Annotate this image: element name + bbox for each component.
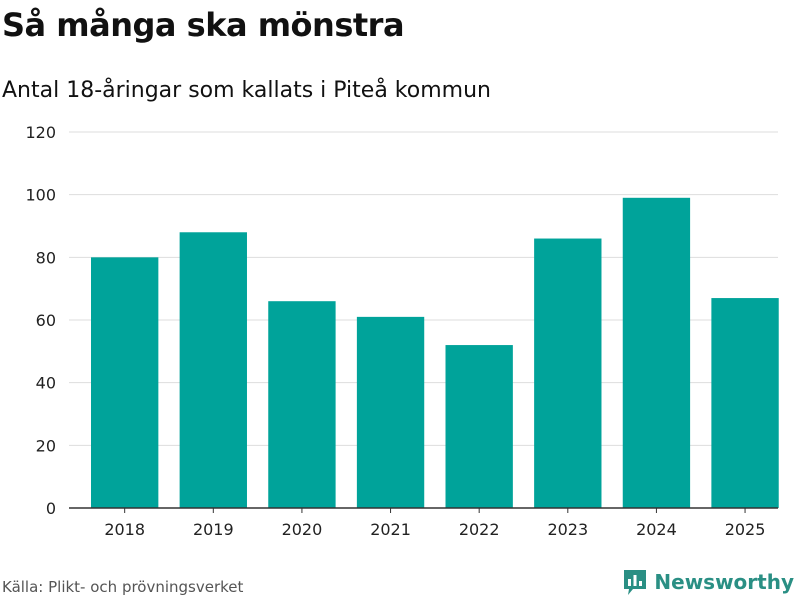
bars <box>91 197 779 509</box>
y-tick-label: 20 <box>36 436 56 455</box>
source-note: Källa: Plikt- och prövningsverket <box>2 578 244 596</box>
y-tick-label: 40 <box>36 374 56 393</box>
x-tick-label: 2024 <box>636 520 677 539</box>
y-tick-label: 60 <box>36 311 56 330</box>
x-axis-ticks: 2018 2019 2020 2021 2022 2023 2024 2025 <box>104 508 765 539</box>
y-tick-label: 120 <box>25 123 56 142</box>
x-tick-label: 2025 <box>725 520 766 539</box>
x-tick-label: 2019 <box>193 520 234 539</box>
x-tick-label: 2023 <box>547 520 588 539</box>
x-tick-label: 2022 <box>459 520 500 539</box>
x-tick-label: 2018 <box>104 520 145 539</box>
y-tick-label: 80 <box>36 248 56 267</box>
brand-logo: Newsworthy <box>622 567 794 597</box>
x-tick-label: 2021 <box>370 520 411 539</box>
bar-2022 <box>445 345 513 508</box>
brand-name: Newsworthy <box>654 570 794 594</box>
y-tick-label: 0 <box>46 499 56 518</box>
bar-2021 <box>356 316 425 508</box>
bar-2020 <box>268 301 336 508</box>
bar-2024 <box>622 197 691 509</box>
bar-2019 <box>179 232 247 508</box>
chart-title: Så många ska mönstra <box>2 6 405 44</box>
newsworthy-logo-icon <box>624 570 647 595</box>
y-tick-label: 100 <box>25 186 56 205</box>
y-axis-ticks: 0 20 40 60 80 100 120 <box>25 123 56 518</box>
bar-2023 <box>534 238 602 509</box>
x-tick-label: 2020 <box>282 520 323 539</box>
bar-2018 <box>91 257 159 508</box>
bar-2025 <box>711 298 779 508</box>
chart-subtitle: Antal 18-åringar som kallats i Piteå kom… <box>2 78 491 103</box>
